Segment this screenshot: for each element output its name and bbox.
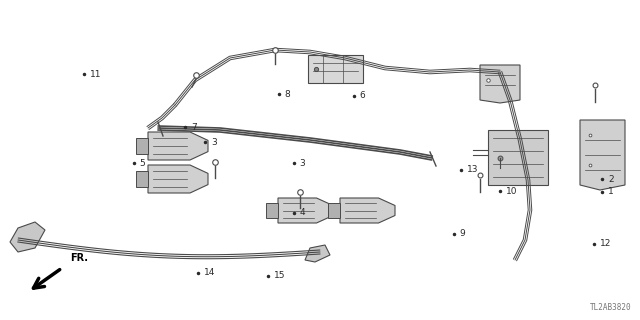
Text: FR.: FR.: [70, 253, 88, 263]
Text: 6: 6: [360, 92, 365, 100]
Text: 3: 3: [211, 138, 217, 147]
Polygon shape: [580, 120, 625, 190]
Text: 9: 9: [460, 229, 465, 238]
Text: 2: 2: [608, 175, 614, 184]
Text: 5: 5: [140, 159, 145, 168]
Text: 8: 8: [285, 90, 291, 99]
Polygon shape: [480, 65, 520, 103]
Polygon shape: [10, 222, 45, 252]
Polygon shape: [148, 165, 208, 193]
Text: 13: 13: [467, 165, 479, 174]
Polygon shape: [328, 203, 340, 218]
Polygon shape: [305, 245, 330, 262]
Text: 15: 15: [274, 271, 285, 280]
Polygon shape: [278, 198, 333, 223]
Polygon shape: [136, 138, 148, 155]
Text: 11: 11: [90, 70, 101, 79]
Polygon shape: [266, 203, 278, 218]
Text: 4: 4: [300, 208, 305, 217]
Polygon shape: [340, 198, 395, 223]
Polygon shape: [136, 171, 148, 188]
Text: 12: 12: [600, 239, 612, 248]
Text: 3: 3: [300, 159, 305, 168]
Text: 7: 7: [191, 123, 196, 132]
Bar: [308, 55, 363, 83]
Bar: [488, 130, 548, 185]
Text: 1: 1: [608, 188, 614, 196]
Text: 10: 10: [506, 187, 517, 196]
Text: TL2AB3820: TL2AB3820: [590, 303, 632, 312]
Polygon shape: [148, 132, 208, 160]
Text: 14: 14: [204, 268, 215, 277]
